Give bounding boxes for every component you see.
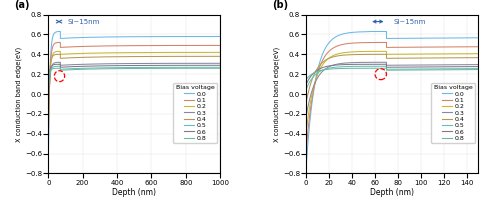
Legend: 0.0, 0.1, 0.2, 0.3, 0.4, 0.5, 0.6, 0.8: 0.0, 0.1, 0.2, 0.3, 0.4, 0.5, 0.6, 0.8 [431,83,475,143]
X-axis label: Depth (nm): Depth (nm) [370,189,414,198]
Text: Si~15nm: Si~15nm [393,19,426,25]
Text: (a): (a) [14,0,29,10]
Legend: 0.0, 0.1, 0.2, 0.3, 0.4, 0.5, 0.6, 0.8: 0.0, 0.1, 0.2, 0.3, 0.4, 0.5, 0.6, 0.8 [173,83,217,143]
Text: Si~15nm: Si~15nm [67,19,99,25]
Y-axis label: X conduction band edge(eV): X conduction band edge(eV) [273,46,280,142]
Text: (b): (b) [272,0,288,10]
Y-axis label: X conduction band edge(eV): X conduction band edge(eV) [15,46,22,142]
X-axis label: Depth (nm): Depth (nm) [112,189,156,198]
